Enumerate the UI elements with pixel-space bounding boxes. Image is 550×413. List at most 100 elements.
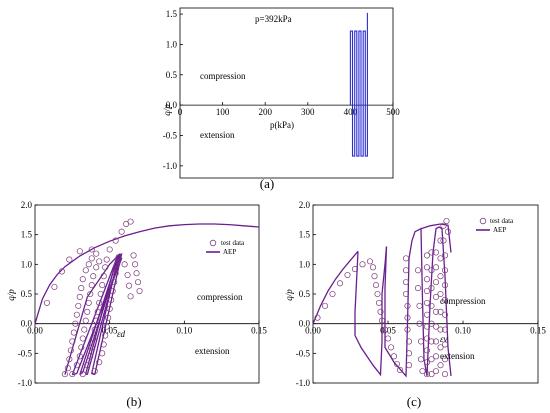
panel-c-test-data-point [432,323,440,330]
panel-b-test-data-point [126,282,133,289]
panel-c-test-data-point [372,282,380,289]
panel-a-ylabel: q/p [162,104,172,116]
panel-b-test-data-point [66,356,73,363]
panel-c-test-data-point [441,252,449,259]
panel-c-test-data-point [441,311,449,318]
panel-b-test-data-point [133,270,140,277]
panel-c-test-data-point [402,267,410,274]
panel-b-x-tick-label: 0.05 [102,326,118,336]
panel-b-test-data-point [121,261,128,268]
panel-c-x-tick-label: 0.10 [455,326,471,336]
panel-b-test-data-point [106,305,113,312]
panel-b-test-data-point [78,285,85,292]
panel-b-test-data-point [73,311,80,318]
panel-c-aep-curve [384,246,410,378]
panel-b-test-data-point [91,368,98,375]
panel-c-y-tick-label: -1.0 [296,378,311,388]
panel-b-label: (b) [126,394,141,409]
panel-b-test-data-point [58,268,65,275]
panel-b-test-data-point [78,344,85,351]
panel-b: 0.00 0.05 0.10 0.15-1.0-0.50.00.51.01.52.0 … [6,200,267,409]
panel-b-test-data-point [134,279,142,286]
panel-c-test-data-point [351,266,359,273]
panel-c-test-data-point [423,347,431,354]
panel-b-y-tick-label: 2.0 [21,200,33,210]
panel-c-test-data-point [437,362,444,369]
panel-c-aep-curve [354,251,383,377]
panel-b-test-data-point [72,320,79,327]
panel-b-test-data-point [127,293,134,300]
panel-c-test-data-point [414,285,422,292]
panel-c-test-data-point [384,335,392,342]
panel-a: 0 100 200 300 400 500 -1.0 -0.5 0.0 0.5 1.0 1.5 p=3… [162,7,400,191]
panel-b-aep-curve [64,253,121,375]
panel-c-legend-test-marker [479,217,487,225]
panel-c-strain-label: εv [440,334,448,344]
panel-c-test-data-point [432,293,440,301]
panel-c-test-data-point [423,323,431,330]
panel-c-test-data-point [423,276,431,283]
panel-a-y-tick-label: -0.5 [163,131,178,141]
panel-b-test-data-point [61,371,68,378]
panel-b-test-data-point [79,335,86,342]
panel-c-compression-label: compression [440,296,486,306]
panel-c: 0.00 0.05 0.10 0.15-1.0-0.50.00.51.01.52.0 … [284,200,546,409]
panel-b-test-data-point [108,296,115,303]
panel-c-test-data-point [432,279,440,286]
panel-c-test-data-point [344,271,351,279]
panel-c-test-data-point [405,350,413,357]
panel-c-label: (c) [407,394,421,409]
panel-b-test-data-point [88,255,95,262]
panel-b-x-tick-label: 0.10 [176,326,192,336]
panel-b-test-data-point [91,326,98,333]
panel-c-legend-test-text: test data [490,217,514,225]
panel-c-test-data-point [444,228,452,235]
panel-a-tick-layer: 0 100 200 300 400 500 -1.0 -0.5 0.0 0.5 1.0 1.5 [163,7,400,179]
panel-c-test-data-point [441,326,449,333]
panel-c-test-data-point [443,217,450,225]
panel-b-test-data-point [76,353,83,360]
panel-c-test-data-point [423,335,431,342]
panel-a-plot-layer [349,12,368,157]
panel-a-x-tick-label: 0 [178,107,183,117]
panel-b-test-data-point [87,290,94,298]
panel-b-y-tick-label: 1.5 [21,230,33,240]
panel-a-x-tick-label: 500 [386,107,400,117]
panel-b-test-data-point [69,338,76,345]
panel-b-aep-curve [90,253,123,376]
panel-c-x-tick-label: 0.00 [305,326,321,336]
panel-b-legend-test-marker [209,239,217,247]
panel-c-test-data-point [437,344,444,351]
panel-c-test-data-point [437,326,444,333]
panel-c-test-data-point [402,255,410,262]
panel-c-test-data-point [428,320,435,327]
panel-c-aep-curve [312,250,359,324]
panel-b-test-data-point [51,283,58,290]
panel-c-test-data-point [321,302,329,309]
panel-b-test-data-point [96,359,103,366]
panel-b-test-data-point [102,332,109,339]
panel-c-plot-layer [312,217,452,378]
panel-b-test-data-point [105,314,112,321]
panel-c-test-data-point [374,290,381,298]
panel-c-y-tick-label: 0.5 [299,289,311,299]
panel-c-test-data-point [423,287,431,295]
panel-b-test-data-point [136,287,143,295]
panel-c-test-data-point [423,359,431,366]
panel-b-test-data-point [90,273,97,280]
panel-b-test-data-point [43,299,50,306]
panel-b-test-data-point [97,290,104,298]
panel-b-test-data-point [99,282,106,289]
panel-c-test-data-point [329,290,336,298]
panel-c-extension-label: extension [440,351,475,361]
panel-c-x-tick-label: 0.15 [530,326,546,336]
panel-c-test-data-point [314,314,321,321]
panel-c-test-data-point [369,264,377,271]
panel-b-test-data-point [111,279,118,286]
panel-c-test-data-point [441,356,449,363]
panel-b-legend-model-text: AEP [223,248,236,256]
panel-c-test-data-point [437,308,444,315]
panel-b-plot-layer [34,218,260,378]
panel-a-y-tick-label: 0.5 [166,70,178,80]
panel-b-aep-curve [34,223,260,324]
